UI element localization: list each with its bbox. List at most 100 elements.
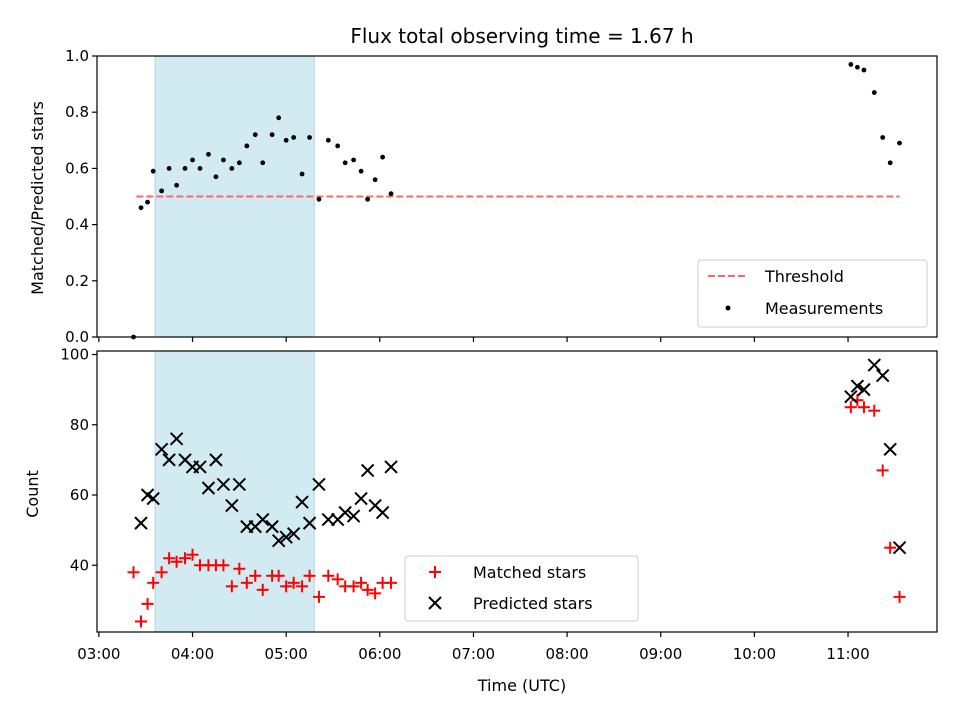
predicted-star-point bbox=[867, 358, 881, 372]
measurement-point bbox=[351, 157, 356, 163]
measurement-point bbox=[276, 115, 282, 121]
measurement-point bbox=[260, 160, 266, 166]
y-tick-label-ratio: 1.0 bbox=[65, 47, 89, 65]
matched-star-point bbox=[844, 401, 857, 414]
measurement-point bbox=[325, 137, 331, 143]
legend-predicted-label: Predicted stars bbox=[473, 594, 593, 613]
matched-star-point bbox=[233, 562, 246, 575]
measurement-point bbox=[291, 135, 297, 140]
measurement-point bbox=[855, 64, 860, 70]
predicted-star-point bbox=[346, 509, 361, 523]
y-tick-label-counts: 80 bbox=[70, 416, 89, 434]
y-tick-label-counts: 60 bbox=[70, 486, 89, 504]
measurement-point bbox=[335, 143, 341, 149]
predicted-star-point bbox=[354, 491, 368, 506]
matched-star-point bbox=[280, 580, 293, 593]
y-tick-label-ratio: 0.2 bbox=[65, 272, 89, 290]
measurement-point bbox=[897, 140, 902, 146]
counts-legend: Matched stars Predicted stars bbox=[404, 555, 639, 622]
measurement-point bbox=[307, 135, 312, 140]
predicted-star-point bbox=[154, 442, 169, 457]
measurement-point bbox=[150, 168, 156, 174]
measurement-point bbox=[380, 154, 386, 160]
matched-star-point bbox=[287, 576, 300, 589]
matched-star-point bbox=[331, 573, 344, 586]
matched-star-point bbox=[225, 580, 238, 593]
matched-star-point bbox=[240, 576, 253, 589]
measurement-point bbox=[299, 171, 305, 177]
matched-star-point bbox=[355, 576, 368, 589]
measurement-point bbox=[213, 174, 219, 180]
matched-star-point bbox=[322, 569, 335, 582]
matched-star-point bbox=[272, 569, 285, 582]
counts-legend-frame bbox=[404, 555, 639, 622]
matched-star-point bbox=[179, 552, 192, 565]
x-tick-label: 08:00 bbox=[545, 645, 588, 663]
measurement-point bbox=[871, 90, 877, 95]
predicted-star-point bbox=[312, 477, 326, 492]
predicted-star-point bbox=[265, 519, 279, 534]
legend-measurements-swatch bbox=[725, 305, 731, 311]
y-tick-label-counts: 100 bbox=[60, 346, 89, 364]
predicted-star-point bbox=[216, 477, 231, 492]
matched-star-point bbox=[385, 576, 398, 589]
measurement-point bbox=[388, 191, 394, 197]
measurement-point bbox=[236, 160, 242, 166]
matched-star-point bbox=[369, 587, 382, 600]
predicted-star-point bbox=[338, 505, 352, 520]
predicted-star-point bbox=[875, 368, 890, 383]
predicted-star-point bbox=[232, 477, 247, 492]
predicted-star-point bbox=[225, 498, 239, 513]
x-tick-label: 10:00 bbox=[733, 645, 776, 663]
x-tick-label: 11:00 bbox=[826, 645, 869, 663]
y-tick-label-ratio: 0.0 bbox=[65, 328, 89, 346]
x-tick-label: 03:00 bbox=[77, 645, 120, 663]
measurement-point bbox=[166, 166, 172, 171]
measurement-point bbox=[229, 166, 235, 171]
predicted-star-point bbox=[279, 530, 293, 544]
chart-title: Flux total observing time = 1.67 h bbox=[350, 24, 693, 48]
matched-star-point bbox=[249, 569, 262, 582]
x-tick-label: 04:00 bbox=[171, 645, 214, 663]
matched-star-point bbox=[147, 576, 160, 589]
x-tick-label: 09:00 bbox=[639, 645, 682, 663]
predicted-star-point bbox=[146, 491, 160, 506]
measurement-point bbox=[880, 135, 886, 140]
measurement-point bbox=[197, 166, 203, 171]
top-y-axis-label: Matched/Predicted stars bbox=[28, 101, 47, 295]
axes-frame-ratio bbox=[96, 55, 938, 338]
predicted-star-point bbox=[209, 453, 223, 467]
matched-star-point bbox=[361, 583, 374, 596]
measurement-point bbox=[145, 199, 150, 205]
predicted-star-point bbox=[360, 463, 375, 478]
predicted-star-point bbox=[844, 389, 858, 404]
x-tick-label: 07:00 bbox=[452, 645, 495, 663]
measurement-point bbox=[887, 160, 893, 166]
counts-panel: 40 60 80 100 03:00 04:00 05:00 06:00 07:00 08:00 0… bbox=[60, 346, 938, 663]
measurement-point bbox=[269, 132, 275, 138]
predicted-star-point bbox=[256, 512, 270, 527]
measurement-point bbox=[848, 62, 854, 67]
y-tick-label-counts: 40 bbox=[70, 556, 89, 574]
matched-star-point bbox=[857, 401, 870, 414]
measurement-point bbox=[316, 196, 322, 202]
measurement-point bbox=[138, 205, 144, 211]
predicted-star-point bbox=[271, 533, 286, 548]
matched-star-point bbox=[868, 404, 881, 417]
measurement-point bbox=[358, 168, 364, 174]
ratio-legend-frame bbox=[697, 259, 928, 328]
bottom-y-axis-label: Count bbox=[23, 470, 42, 518]
measurement-point bbox=[372, 177, 378, 183]
matched-star-point bbox=[163, 552, 176, 565]
predicted-star-point bbox=[162, 453, 176, 467]
matched-star-point bbox=[155, 566, 168, 579]
predicted-star-point bbox=[286, 526, 301, 541]
measurement-point bbox=[861, 67, 867, 73]
legend-threshold-label: Threshold bbox=[764, 267, 844, 286]
matched-star-point bbox=[303, 569, 316, 582]
matched-star-point bbox=[893, 590, 906, 603]
predicted-star-point bbox=[169, 432, 184, 446]
ratio-legend: Threshold Measurements bbox=[697, 259, 928, 328]
predicted-star-point bbox=[850, 379, 865, 393]
